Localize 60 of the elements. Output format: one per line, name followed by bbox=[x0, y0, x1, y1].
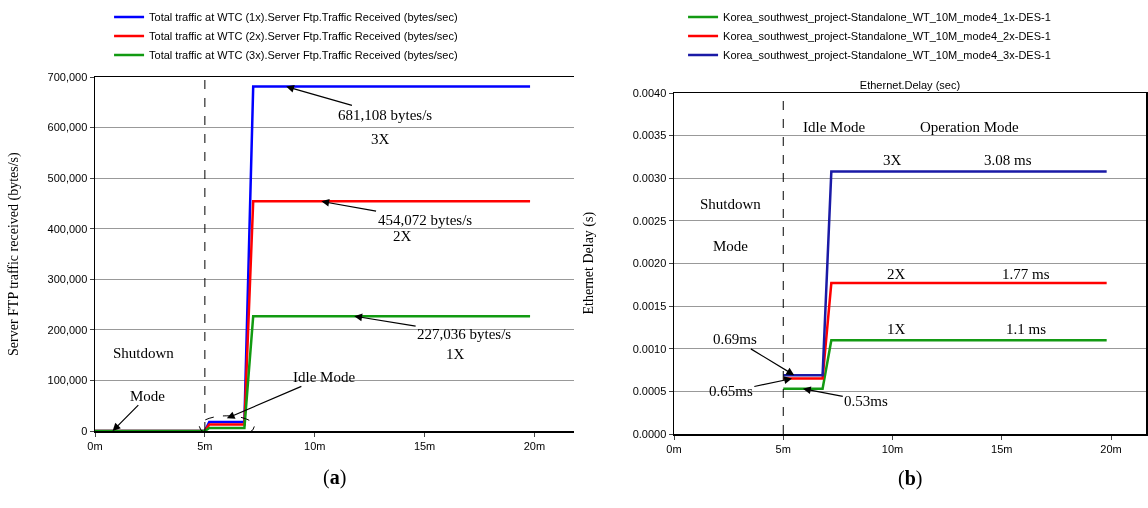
y-axis-title: Ethernet Delay (s) bbox=[580, 211, 597, 315]
annotation: 3X bbox=[883, 152, 902, 168]
x-tick-label: 0m bbox=[87, 439, 103, 452]
annotation: 3.08 ms bbox=[984, 152, 1032, 168]
text: (b) bbox=[898, 467, 923, 490]
annotation: 3X bbox=[371, 131, 390, 147]
y-tick-label: 0.0030 bbox=[632, 172, 667, 185]
x-tick-label: 10m bbox=[304, 439, 326, 452]
y-tick-label: 100,000 bbox=[47, 374, 88, 387]
annotation: Idle Mode bbox=[803, 119, 866, 135]
annotation: 681,108 bytes/s bbox=[338, 107, 433, 123]
legend-label: Korea_southwest_project-Standalone_WT_10M_mode4_2x-DES-1 bbox=[723, 30, 1051, 43]
annotation: 2X bbox=[393, 228, 412, 244]
annotation: Shutdown bbox=[113, 345, 175, 361]
annotation: 1X bbox=[887, 321, 906, 337]
y-axis-title: Server FTP traffic received (bytes/s) bbox=[6, 151, 22, 356]
y-tick-label: 400,000 bbox=[47, 222, 88, 235]
text: (a) bbox=[323, 466, 347, 489]
annotation: 0.53ms bbox=[844, 393, 888, 409]
y-tick-label: 0.0020 bbox=[632, 257, 667, 270]
y-tick-label: 0.0005 bbox=[632, 385, 667, 398]
legend-label: Total traffic at WTC (2x).Server Ftp.Traffic Received (bytes/sec) bbox=[149, 30, 458, 43]
x-tick-label: 20m bbox=[523, 439, 546, 452]
y-tick-label: 0 bbox=[81, 424, 88, 437]
x-tick-label: 0m bbox=[666, 442, 682, 455]
annotation: 1.1 ms bbox=[1006, 321, 1047, 337]
x-tick-label: 5m bbox=[775, 442, 791, 455]
x-tick-label: 15m bbox=[413, 439, 436, 452]
annotation: Operation Mode bbox=[920, 119, 1020, 135]
x-tick-label: 20m bbox=[1100, 442, 1122, 455]
y-tick-label: 0.0015 bbox=[632, 299, 667, 312]
y-tick-label: 0.0010 bbox=[632, 342, 667, 355]
y-tick-label: 0.0025 bbox=[632, 214, 667, 227]
annotation: 0.69ms bbox=[713, 331, 757, 347]
y-tick-label: 300,000 bbox=[47, 273, 88, 286]
annotation: Shutdown bbox=[700, 196, 762, 212]
annotation: Mode bbox=[130, 388, 166, 404]
x-tick-label: 15m bbox=[991, 442, 1013, 455]
chart-title: Ethernet.Delay (sec) bbox=[859, 79, 961, 91]
annotation: Mode bbox=[713, 238, 749, 254]
y-tick-label: 600,000 bbox=[47, 121, 88, 134]
x-tick-label: 10m bbox=[881, 442, 904, 455]
annotation: 454,072 bytes/s bbox=[378, 212, 473, 228]
annotation: 227,036 bytes/s bbox=[417, 326, 512, 342]
annotation: 1X bbox=[446, 346, 465, 362]
y-tick-label: 700,000 bbox=[47, 70, 88, 83]
annotation: 1.77 ms bbox=[1002, 266, 1050, 282]
y-tick-label: 0.0035 bbox=[632, 129, 667, 142]
legend-label: Total traffic at WTC (3x).Server Ftp.Traffic Received (bytes/sec) bbox=[149, 49, 458, 62]
x-tick-label: 5m bbox=[197, 439, 213, 452]
legend-label: Korea_southwest_project-Standalone_WT_10M_mode4_3x-DES-1 bbox=[723, 49, 1051, 62]
y-tick-label: 500,000 bbox=[47, 171, 88, 184]
annotation: Idle Mode bbox=[293, 369, 356, 385]
y-tick-label: 0.0040 bbox=[632, 86, 667, 99]
legend-label: Korea_southwest_project-Standalone_WT_10M_mode4_1x-DES-1 bbox=[723, 11, 1051, 24]
y-tick-label: 0.0000 bbox=[632, 427, 667, 440]
y-tick-label: 200,000 bbox=[47, 323, 88, 336]
annotation: 2X bbox=[887, 266, 906, 282]
legend-label: Total traffic at WTC (1x).Server Ftp.Traffic Received (bytes/sec) bbox=[149, 11, 458, 24]
annotation: 0.65ms bbox=[709, 383, 753, 399]
